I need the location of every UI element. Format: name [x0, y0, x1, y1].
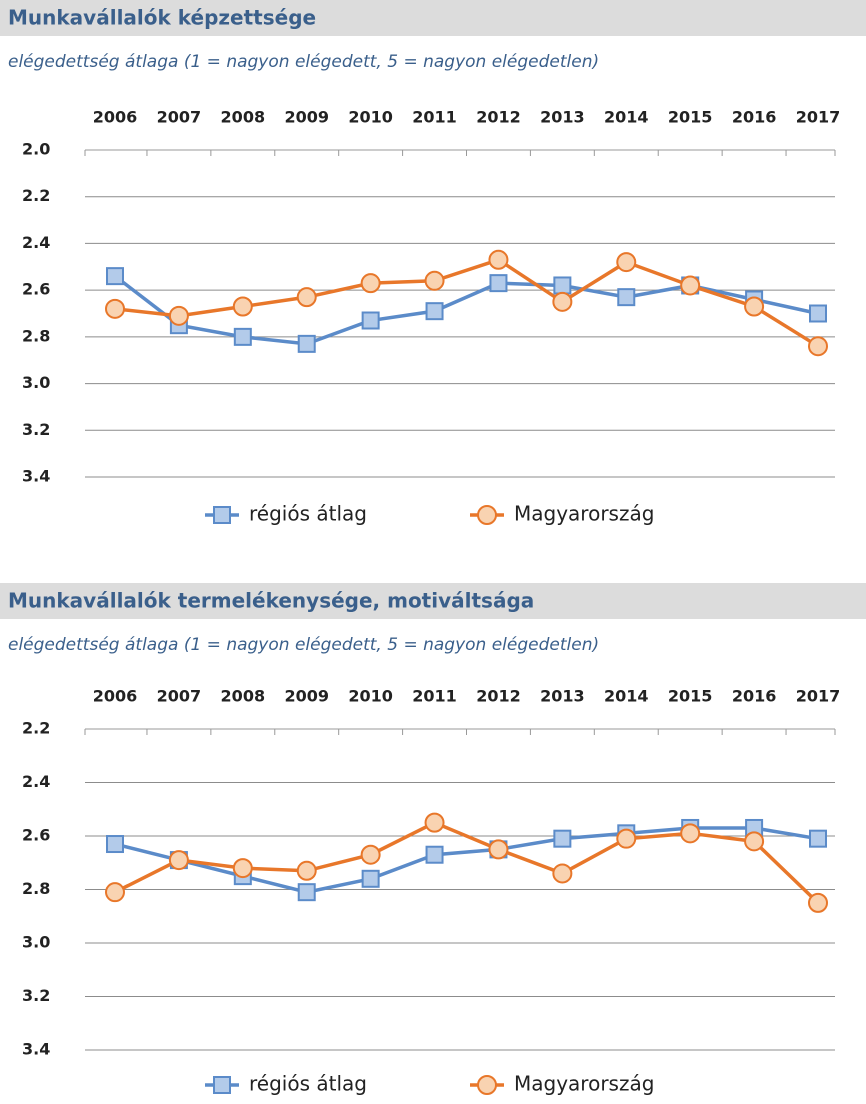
- chart-title: Munkavállalók képzettsége: [8, 6, 316, 30]
- y-tick-label: 2.4: [22, 233, 50, 252]
- x-tick-label: 2012: [476, 108, 521, 127]
- marker: [617, 288, 636, 307]
- marker: [106, 835, 124, 854]
- y-tick-label: 2.8: [22, 879, 50, 898]
- series-line: [114, 820, 820, 905]
- marker: [808, 336, 828, 357]
- x-tick-label: 2008: [221, 108, 266, 127]
- marker: [361, 869, 380, 888]
- legend-label: régiós átlag: [249, 502, 367, 526]
- chart-title: Munkavállalók termelékenysége, motiválts…: [8, 589, 534, 613]
- marker: [296, 287, 317, 308]
- marker: [168, 850, 189, 871]
- x-tick-label: 2015: [668, 687, 713, 706]
- marker: [553, 276, 572, 295]
- legend-label: régiós átlag: [249, 1072, 367, 1096]
- x-tick-label: 2009: [284, 687, 329, 706]
- marker: [360, 844, 381, 865]
- marker: [106, 267, 124, 286]
- x-tick-label: 2017: [796, 108, 841, 127]
- x-tick-label: 2006: [93, 108, 138, 127]
- y-tick-label: 3.2: [22, 986, 50, 1005]
- x-tick-label: 2008: [221, 687, 266, 706]
- marker: [297, 883, 316, 902]
- x-tick-label: 2016: [732, 687, 777, 706]
- marker: [232, 858, 253, 879]
- x-tick-label: 2010: [348, 108, 393, 127]
- y-tick-label: 2.4: [22, 772, 50, 791]
- y-tick-label: 2.6: [22, 280, 50, 299]
- legend-label: Magyarország: [514, 502, 654, 526]
- chart-subtitle: elégedettség átlaga (1 = nagyon elégedet…: [8, 52, 599, 72]
- marker: [425, 302, 444, 321]
- x-tick-label: 2007: [157, 687, 202, 706]
- x-tick-label: 2017: [796, 687, 841, 706]
- marker: [809, 304, 827, 323]
- marker: [105, 298, 125, 319]
- marker: [424, 812, 445, 833]
- marker: [213, 506, 231, 524]
- title-bar: [0, 0, 866, 36]
- y-tick-label: 3.0: [22, 373, 50, 392]
- marker: [425, 845, 444, 864]
- marker: [553, 829, 572, 848]
- marker: [361, 311, 380, 330]
- x-tick-label: 2011: [412, 108, 457, 127]
- marker: [477, 1075, 497, 1095]
- marker: [744, 831, 765, 852]
- x-tick-label: 2007: [157, 108, 202, 127]
- x-tick-label: 2009: [284, 108, 329, 127]
- marker: [552, 291, 573, 312]
- x-tick-label: 2016: [732, 108, 777, 127]
- legend-label: Magyarország: [514, 1072, 654, 1096]
- x-tick-label: 2013: [540, 108, 585, 127]
- y-tick-label: 2.6: [22, 826, 50, 845]
- series-line: [114, 257, 819, 348]
- marker: [616, 828, 637, 849]
- marker: [488, 839, 509, 860]
- y-tick-label: 3.4: [22, 467, 50, 486]
- marker: [808, 892, 828, 913]
- marker: [477, 505, 497, 525]
- marker: [232, 296, 253, 317]
- x-tick-label: 2014: [604, 687, 649, 706]
- marker: [424, 270, 445, 291]
- marker: [360, 273, 381, 294]
- chart-subtitle: elégedettség átlaga (1 = nagyon elégedet…: [8, 635, 599, 655]
- marker: [168, 305, 189, 326]
- y-tick-label: 2.2: [22, 186, 50, 205]
- y-tick-label: 2.8: [22, 326, 50, 345]
- x-tick-label: 2014: [604, 108, 649, 127]
- marker: [680, 823, 701, 844]
- marker: [744, 296, 765, 317]
- title-bar: [0, 583, 866, 619]
- series-line: [114, 826, 819, 894]
- marker: [809, 829, 827, 848]
- y-tick-label: 2.2: [22, 719, 50, 738]
- marker: [296, 860, 317, 881]
- y-tick-label: 3.4: [22, 1040, 50, 1059]
- marker: [552, 863, 573, 884]
- y-tick-label: 2.0: [22, 140, 50, 159]
- y-tick-label: 3.0: [22, 933, 50, 952]
- x-tick-label: 2010: [348, 687, 393, 706]
- marker: [489, 274, 508, 293]
- x-tick-label: 2012: [476, 687, 521, 706]
- marker: [213, 1076, 231, 1094]
- marker: [488, 249, 509, 270]
- marker: [105, 882, 125, 903]
- x-tick-label: 2011: [412, 687, 457, 706]
- x-tick-label: 2006: [93, 687, 138, 706]
- x-tick-label: 2013: [540, 687, 585, 706]
- y-tick-label: 3.2: [22, 420, 50, 439]
- x-tick-label: 2015: [668, 108, 713, 127]
- marker: [297, 334, 316, 353]
- marker: [233, 327, 252, 346]
- marker: [616, 252, 637, 273]
- marker: [680, 275, 701, 296]
